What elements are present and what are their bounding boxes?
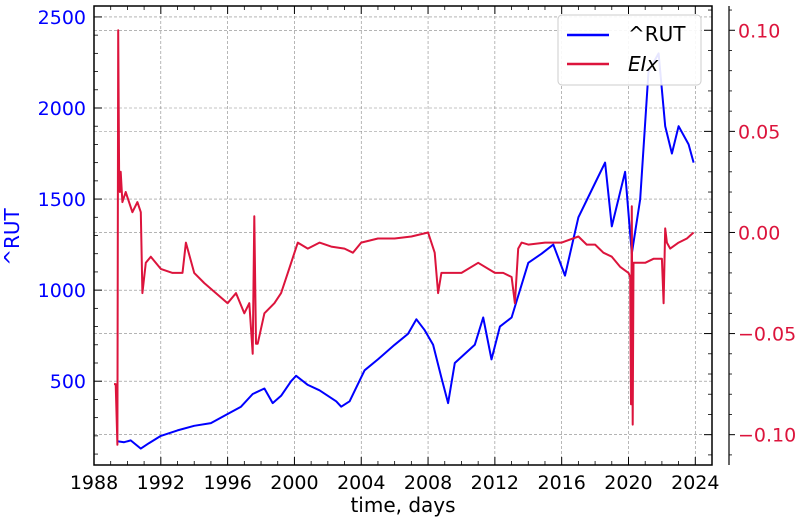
series-line-rut bbox=[117, 52, 695, 450]
y-right-tick-label: −0.05 bbox=[738, 324, 796, 346]
y-right-tick-label: −0.10 bbox=[738, 425, 796, 447]
x-tick-label: 1992 bbox=[137, 472, 185, 494]
x-tick-label: 2024 bbox=[671, 472, 719, 494]
legend-box bbox=[557, 14, 702, 86]
series-layer bbox=[114, 29, 695, 450]
x-tick-label: 2008 bbox=[404, 472, 452, 494]
y-right-tick-label: 0.10 bbox=[738, 20, 780, 42]
x-axis-title: time, days bbox=[350, 493, 455, 517]
x-tick-label: 1996 bbox=[203, 472, 251, 494]
y-left-tick-label: 2000 bbox=[38, 98, 86, 120]
legend: ^RUT EIx bbox=[557, 14, 702, 86]
y-right-tick-label: 0.00 bbox=[738, 222, 780, 244]
x-tick-label: 2016 bbox=[537, 472, 585, 494]
y-left-tick-label: 1500 bbox=[38, 189, 86, 211]
x-tick-label: 2004 bbox=[337, 472, 385, 494]
series-line-eix bbox=[114, 29, 695, 446]
ticks bbox=[93, 6, 735, 465]
y-right-tick-label: 0.05 bbox=[738, 121, 780, 143]
x-tick-label: 1988 bbox=[70, 472, 118, 494]
x-tick-label: 2020 bbox=[604, 472, 652, 494]
legend-label-rut: ^RUT bbox=[628, 22, 686, 46]
x-tick-label: 2000 bbox=[270, 472, 318, 494]
y-axis-title: ^RUT bbox=[0, 207, 24, 265]
legend-label-eix: EIx bbox=[628, 52, 659, 76]
x-tick-label: 2012 bbox=[471, 472, 519, 494]
y-left-tick-label: 2500 bbox=[38, 7, 86, 29]
tick-labels: 1988 1992 1996 2000 2004 2008 2012 2016 2020 2024… bbox=[38, 7, 797, 494]
y-left-tick-label: 500 bbox=[50, 371, 86, 393]
y-left-tick-label: 1000 bbox=[38, 280, 86, 302]
